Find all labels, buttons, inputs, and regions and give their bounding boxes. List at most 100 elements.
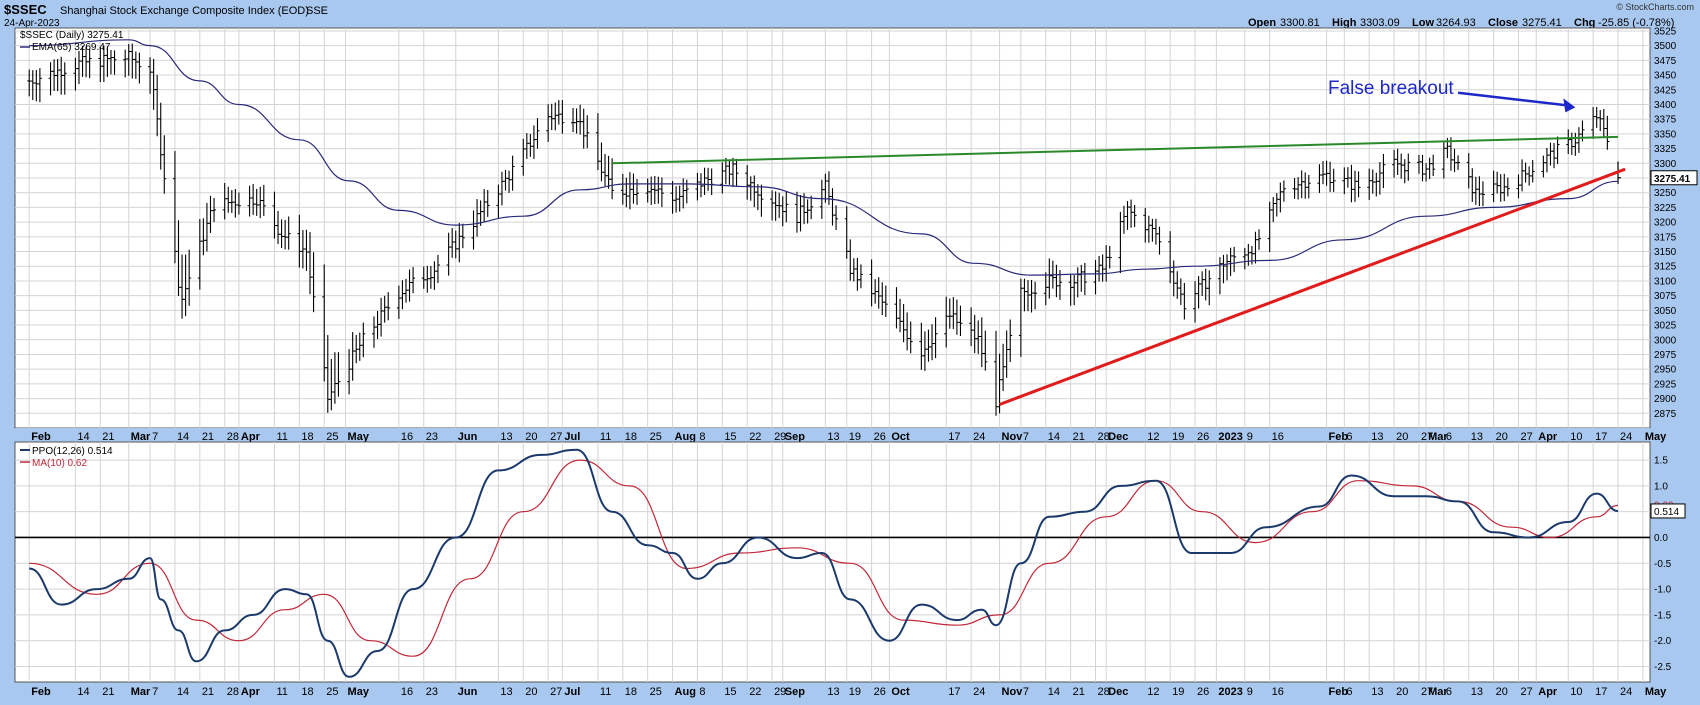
- ppo-x-tick-label: Jun: [458, 686, 478, 698]
- ppo-x-tick-label: 25: [650, 686, 662, 698]
- price-x-tick-label: 24: [1620, 431, 1632, 443]
- price-x-tick-label: 11: [600, 431, 611, 443]
- price-y-tick-label: 3475: [1654, 56, 1677, 67]
- ppo-x-tick-label: 7: [1023, 686, 1029, 698]
- price-x-tick-label: 17: [948, 431, 960, 443]
- price-x-tick-label: 6: [1346, 431, 1352, 443]
- ppo-x-tick-label: 19: [1172, 686, 1184, 698]
- ppo-x-tick-label: 28: [227, 686, 239, 698]
- price-x-tick-label: Aug: [675, 431, 696, 443]
- ppo-x-tick-label: 21: [1073, 686, 1085, 698]
- price-x-tick-label: 16: [401, 431, 413, 443]
- price-y-tick-label: 3425: [1654, 85, 1677, 96]
- ppo-x-tick-label: 20: [1396, 686, 1408, 698]
- price-x-tick-label: Dec: [1108, 431, 1128, 443]
- ppo-x-tick-label: 16: [1272, 686, 1284, 698]
- price-y-tick-label: 2925: [1654, 379, 1677, 390]
- price-x-tick-label: 26: [1197, 431, 1209, 443]
- price-x-tick-label: 13: [1471, 431, 1483, 443]
- price-x-tick-label: Jul: [564, 431, 580, 443]
- ppo-x-tick-label: 21: [202, 686, 214, 698]
- price-x-tick-label: 21: [1073, 431, 1085, 443]
- price-x-tick-label: Feb: [31, 431, 51, 443]
- price-x-tick-label: 17: [1595, 431, 1607, 443]
- ppo-x-tick-label: Feb: [31, 686, 51, 698]
- ppo-x-tick-label: 12: [1147, 686, 1159, 698]
- chart-symbol: $SSEC: [4, 2, 47, 17]
- price-x-tick-label: 18: [625, 431, 637, 443]
- ppo-x-tick-label: 2023: [1218, 686, 1242, 698]
- price-y-tick-label: 3050: [1654, 306, 1677, 317]
- price-y-tick-label: 3375: [1654, 115, 1677, 126]
- price-x-axis-strip: [15, 428, 1650, 442]
- price-y-axis: 2875 2900 2925 2950 2975 3000 3025 3050 3075 3100…: [1650, 26, 1698, 420]
- chart-credit: © StockCharts.com: [1616, 2, 1694, 12]
- ppo-x-tick-label: 22: [749, 686, 761, 698]
- chart-date: 24-Apr-2023: [4, 18, 60, 29]
- price-x-tick-label: 14: [77, 431, 89, 443]
- ppo-x-tick-label: Mar: [131, 686, 151, 698]
- price-y-tick-label: 2975: [1654, 350, 1677, 361]
- price-x-tick-label: 14: [1048, 431, 1060, 443]
- price-marks: [27, 39, 1626, 416]
- ppo-x-tick-label: 26: [874, 686, 886, 698]
- ppo-y-tick-label: 1.0: [1654, 481, 1668, 492]
- price-x-tick-label: 27: [550, 431, 562, 443]
- ppo-x-tick-label: 13: [500, 686, 512, 698]
- ma-legend-entry: MA(10) 0.62: [32, 458, 87, 469]
- ppo-y-tick-label: -1.0: [1654, 585, 1672, 596]
- ppo-y-tick-label: 1.5: [1654, 456, 1668, 467]
- price-x-tick-label: 20: [1396, 431, 1408, 443]
- price-x-tick-label: 18: [301, 431, 313, 443]
- close-label: Close: [1488, 17, 1518, 29]
- ppo-x-tick-label: 27: [550, 686, 562, 698]
- price-x-tick-label: 25: [326, 431, 338, 443]
- ppo-y-tick-label: -1.5: [1654, 610, 1672, 621]
- price-x-tick-label: 13: [1371, 431, 1383, 443]
- price-x-tick-label: 28: [1098, 431, 1110, 443]
- price-x-tick-label: 29: [774, 431, 786, 443]
- ppo-x-tick-label: 18: [301, 686, 313, 698]
- ppo-x-tick-label: 21: [102, 686, 114, 698]
- ppo-x-tick-label: 14: [1048, 686, 1060, 698]
- price-y-tick-label: 3400: [1654, 100, 1677, 111]
- ema-legend-entry: EMA(65) 3269.47: [32, 42, 111, 53]
- open-label: Open: [1248, 17, 1276, 29]
- ppo-x-tick-label: 16: [401, 686, 413, 698]
- price-x-tick-label: 19: [849, 431, 861, 443]
- support-trendline: [999, 167, 1626, 406]
- price-x-tick-label: 22: [749, 431, 761, 443]
- price-x-tick-label: 10: [1570, 431, 1582, 443]
- price-y-tick-label: 3000: [1654, 335, 1677, 346]
- price-x-tick-label: Nov: [1002, 431, 1024, 443]
- price-x-tick-label: 20: [1496, 431, 1508, 443]
- quote-row: Open 3300.81 High 3303.09 Low 3264.93 Cl…: [1248, 17, 1674, 29]
- ppo-x-tick-label: Aug: [675, 686, 696, 698]
- price-y-tick-label: 3225: [1654, 203, 1677, 214]
- price-y-tick-label: 3450: [1654, 71, 1677, 82]
- ppo-x-tick-label: 9: [1247, 686, 1253, 698]
- chart-exchange: SSE: [306, 5, 328, 17]
- price-x-tick-label: Sep: [785, 431, 805, 443]
- price-y-tick-label: 3025: [1654, 321, 1677, 332]
- price-x-tick-label: 20: [525, 431, 537, 443]
- ppo-x-tick-label: 6: [1446, 686, 1452, 698]
- ppo-x-tick-label: 24: [1620, 686, 1632, 698]
- price-x-tick-label: 14: [177, 431, 189, 443]
- price-y-tick-label: 3100: [1654, 276, 1677, 287]
- ppo-x-tick-label: 26: [1197, 686, 1209, 698]
- price-x-tick-label: Jun: [458, 431, 478, 443]
- ppo-x-tick-label: 11: [600, 686, 611, 698]
- ppo-x-tick-label: 13: [1371, 686, 1383, 698]
- ppo-x-tick-label: 17: [1595, 686, 1607, 698]
- ppo-y-tick-label: -0.5: [1654, 559, 1672, 570]
- low-label: Low: [1412, 17, 1434, 29]
- ppo-x-tick-label: 7: [152, 686, 158, 698]
- price-x-tick-label: 13: [827, 431, 839, 443]
- price-y-tick-label: 3250: [1654, 188, 1677, 199]
- ppo-x-tick-label: 17: [948, 686, 960, 698]
- ppo-x-tick-label: Apr: [241, 686, 261, 698]
- price-x-tick-label: Apr: [1538, 431, 1558, 443]
- price-y-tick-label: 3125: [1654, 262, 1677, 273]
- ppo-x-tick-label: 19: [849, 686, 861, 698]
